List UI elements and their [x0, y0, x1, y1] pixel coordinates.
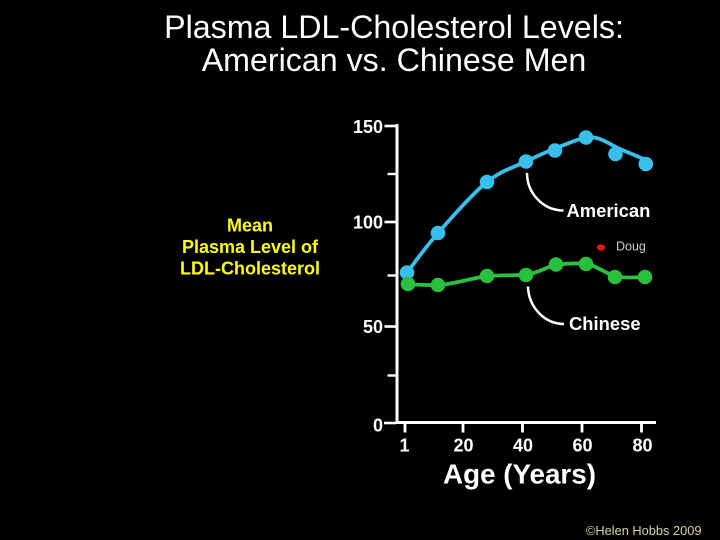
svg-text:Plasma Level of: Plasma Level of: [182, 237, 319, 257]
svg-text:Doug: Doug: [616, 240, 646, 254]
svg-text:40: 40: [513, 436, 533, 456]
svg-text:50: 50: [363, 317, 383, 337]
svg-text:1: 1: [399, 436, 409, 456]
svg-text:LDL-Cholesterol: LDL-Cholesterol: [180, 258, 320, 278]
svg-text:Age (Years): Age (Years): [443, 459, 596, 490]
svg-text:Mean: Mean: [227, 215, 273, 235]
svg-text:100: 100: [353, 213, 383, 233]
svg-text:60: 60: [572, 436, 592, 456]
svg-text:0: 0: [373, 416, 383, 436]
svg-text:150: 150: [353, 117, 383, 137]
svg-text:Plasma LDL-Cholesterol Levels:: Plasma LDL-Cholesterol Levels:: [164, 9, 624, 45]
svg-text:American vs. Chinese Men: American vs. Chinese Men: [202, 42, 587, 78]
svg-text:80: 80: [632, 436, 652, 456]
svg-text:©Helen Hobbs 2009: ©Helen Hobbs 2009: [586, 523, 701, 538]
svg-text:American: American: [567, 200, 651, 221]
svg-text:Chinese: Chinese: [569, 313, 641, 334]
svg-text:20: 20: [453, 436, 473, 456]
